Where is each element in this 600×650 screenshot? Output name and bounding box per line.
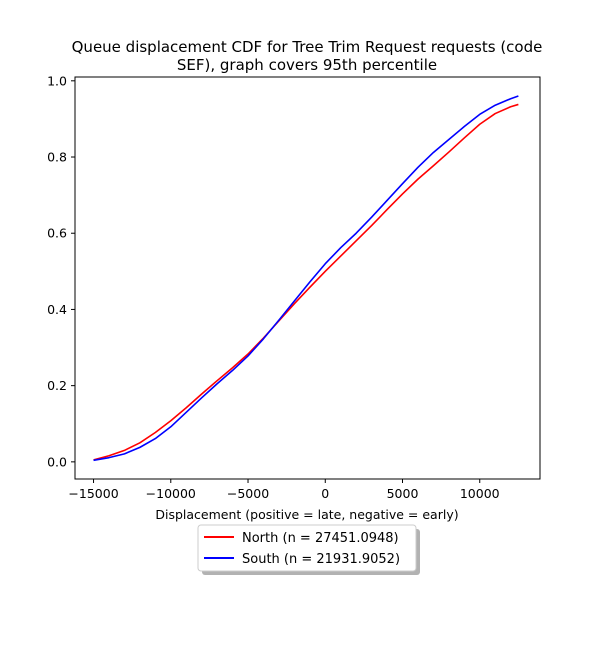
x-tick-label: 5000 [387,486,419,501]
chart-title-line2: SEF), graph covers 95th percentile [177,56,437,74]
x-tick-label: −5000 [227,486,269,501]
x-axis-label: Displacement (positive = late, negative … [155,507,458,522]
series-line-0 [93,103,519,461]
legend: North (n = 27451.0948) South (n = 21931.… [197,524,420,575]
legend-label-south: South (n = 21931.9052) [242,552,400,567]
y-tick-label: 0.4 [47,302,67,317]
chart-title-line1: Queue displacement CDF for Tree Trim Req… [72,38,543,56]
legend-label-north: North (n = 27451.0948) [242,531,399,546]
x-tick-label: −10000 [146,486,196,501]
series-line-1 [93,95,519,462]
x-tick-label: 0 [321,486,329,501]
x-axis-ticks: −15000 −10000 −5000 0 5000 10000 [68,479,500,501]
x-tick-label: −15000 [68,486,118,501]
x-tick-label: 10000 [460,486,500,501]
legend-box [197,524,417,572]
y-tick-label: 1.0 [47,73,67,88]
plot-frame [74,76,541,480]
y-tick-label: 0.8 [47,150,67,165]
y-tick-label: 0.6 [47,226,67,241]
y-tick-label: 0.2 [47,378,67,393]
y-axis-ticks: 0.0 0.2 0.4 0.6 0.8 1.0 [47,73,75,469]
y-tick-label: 0.0 [47,454,67,469]
series-lines [93,95,519,462]
